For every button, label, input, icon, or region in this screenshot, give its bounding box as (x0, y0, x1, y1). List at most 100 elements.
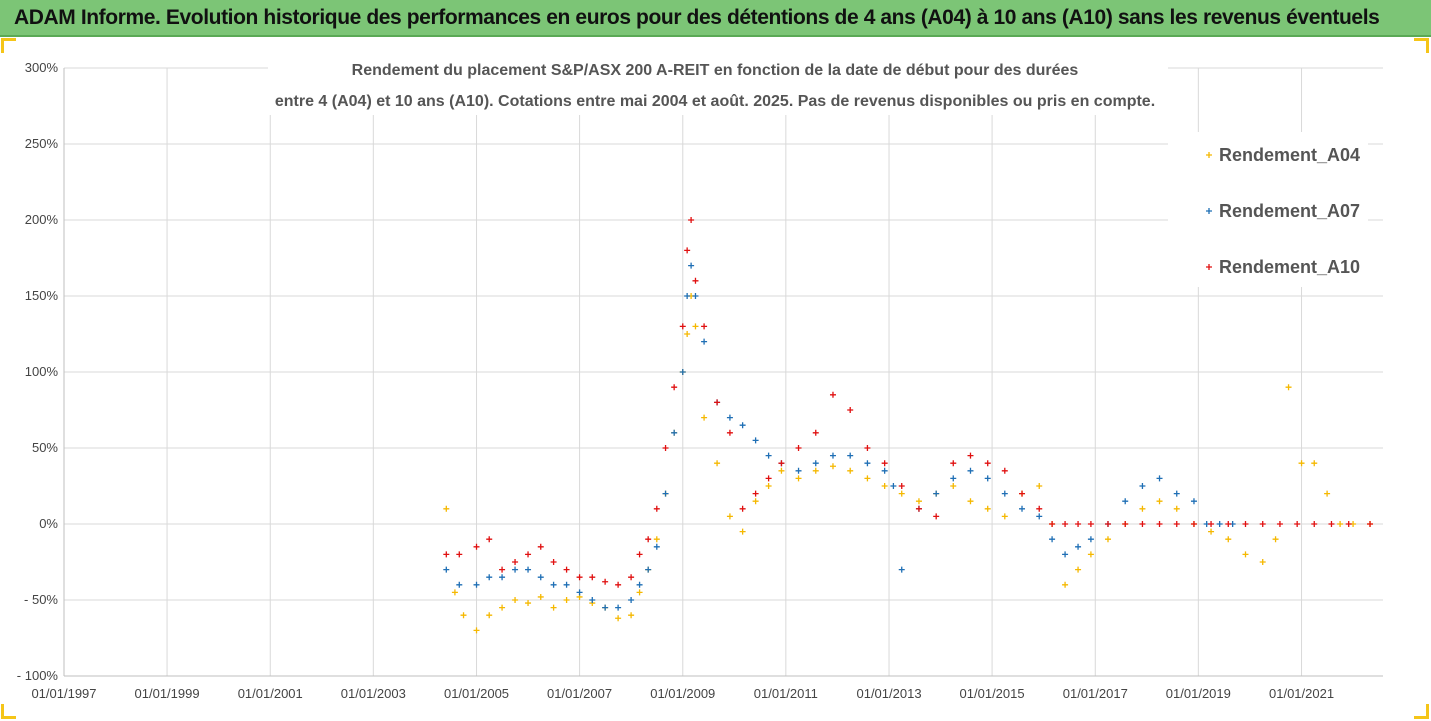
data-point (1049, 536, 1056, 543)
data-point (915, 505, 922, 512)
data-point (1173, 521, 1180, 527)
data-point (1036, 505, 1043, 512)
data-point (933, 490, 940, 497)
data-point (636, 581, 643, 588)
data-point (890, 483, 897, 489)
data-point (525, 600, 532, 607)
data-point (714, 399, 721, 406)
data-point (1104, 521, 1111, 527)
y-tick-label: - 50% (24, 592, 58, 607)
data-point (563, 566, 570, 573)
data-point (499, 604, 506, 611)
data-point (967, 467, 974, 474)
x-tick-label: 01/01/2011 (754, 686, 818, 701)
data-point (1122, 521, 1129, 527)
data-point (1242, 551, 1249, 558)
data-point (1139, 521, 1146, 527)
y-tick-label: 50% (32, 440, 58, 455)
data-point (1276, 521, 1283, 527)
data-point (512, 566, 519, 573)
data-point (602, 578, 609, 585)
data-point (1208, 528, 1215, 535)
data-point (847, 407, 854, 413)
data-point (829, 452, 836, 459)
data-point (778, 467, 785, 474)
x-tick-label: 01/01/2007 (547, 686, 612, 701)
data-point (636, 551, 643, 558)
data-point (795, 475, 802, 482)
data-point (662, 490, 669, 497)
data-point (1173, 490, 1180, 497)
data-point (1173, 505, 1180, 512)
data-point (1156, 498, 1163, 505)
data-point (679, 369, 686, 375)
y-tick-label: - 100% (17, 668, 59, 683)
series-Rendement_A04 (443, 293, 1374, 634)
data-point (628, 574, 635, 581)
x-tick-label: 01/01/2009 (650, 686, 715, 701)
report-header: ADAM Informe. Evolution historique des p… (0, 0, 1431, 37)
data-point (1019, 505, 1026, 512)
data-point (1345, 521, 1352, 527)
data-point (525, 551, 532, 558)
data-point (684, 247, 691, 254)
data-point (473, 581, 480, 588)
data-point (628, 612, 635, 619)
y-tick-label: 250% (25, 136, 59, 151)
frame-corner (1414, 38, 1429, 53)
data-point (525, 566, 532, 573)
data-point (486, 574, 493, 581)
frame-corner (1, 38, 16, 53)
data-point (1019, 490, 1026, 497)
data-point (512, 597, 519, 603)
legend-marker (1206, 208, 1212, 214)
data-point (881, 483, 888, 489)
data-point (714, 460, 721, 467)
data-point (563, 597, 570, 603)
legend-label: Rendement_A07 (1219, 201, 1360, 221)
data-point (653, 543, 660, 550)
x-tick-label: 01/01/2005 (444, 686, 509, 701)
data-point (1087, 521, 1094, 527)
data-point (512, 559, 519, 565)
data-point (636, 589, 643, 596)
y-tick-label: 0% (39, 516, 58, 531)
data-point (1001, 513, 1008, 520)
data-point (1104, 536, 1111, 543)
data-point (829, 463, 836, 470)
data-point (765, 452, 772, 459)
data-point (692, 293, 699, 299)
data-point (692, 323, 699, 330)
data-point (486, 536, 493, 543)
x-tick-label: 01/01/2003 (341, 686, 406, 701)
data-point (864, 445, 871, 451)
data-point (765, 483, 772, 489)
x-tick-label: 01/01/2019 (1166, 686, 1231, 701)
data-point (881, 460, 888, 467)
data-point (537, 593, 544, 600)
data-point (460, 612, 467, 619)
data-point (898, 483, 905, 489)
chart-title-line1: Rendement du placement S&P/ASX 200 A-REI… (352, 62, 1079, 79)
data-point (692, 277, 699, 284)
legend-label: Rendement_A04 (1219, 145, 1360, 165)
data-point (950, 475, 957, 482)
data-point (589, 574, 596, 581)
data-point (679, 323, 686, 330)
data-point (671, 384, 678, 391)
data-point (563, 581, 570, 588)
data-point (1062, 551, 1069, 558)
chart-title: Rendement du placement S&P/ASX 200 A-REI… (268, 55, 1168, 115)
data-point (881, 467, 888, 474)
data-point (615, 581, 622, 588)
x-tick-label: 01/01/2021 (1269, 686, 1334, 701)
data-point (915, 498, 922, 505)
data-point (1087, 536, 1094, 543)
data-point (726, 429, 733, 436)
legend-marker (1206, 264, 1212, 270)
data-point (645, 536, 652, 543)
data-point (602, 604, 609, 611)
data-point (628, 597, 635, 603)
data-point (1049, 521, 1056, 527)
